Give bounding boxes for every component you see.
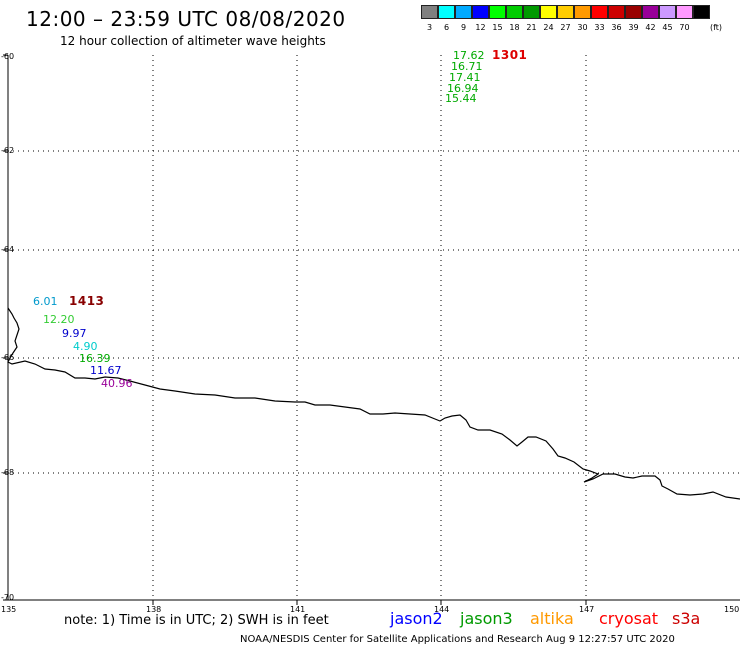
- wave-height-reading: 16.94: [447, 82, 479, 95]
- legend-swatch: [438, 5, 455, 19]
- legend-tick-label: 45: [662, 23, 673, 32]
- legend-swatch: [693, 5, 710, 19]
- legend-swatch: [574, 5, 591, 19]
- legend-tick-label: 42: [645, 23, 656, 32]
- wave-height-reading: 15.44: [445, 92, 477, 105]
- legend-tick-label: 36: [611, 23, 622, 32]
- wave-height-reading: 9.97: [62, 327, 87, 340]
- legend-swatch: [506, 5, 523, 19]
- satellite-s3a: s3a: [672, 609, 701, 628]
- lat-label: -60: [1, 52, 15, 61]
- legend-swatch: [642, 5, 659, 19]
- satellite-altika: altika: [530, 609, 574, 628]
- lat-label: -70: [1, 593, 15, 602]
- legend-tick-label: 9: [460, 23, 467, 32]
- legend-unit: (ft): [710, 23, 723, 32]
- satellite-cryosat: cryosat: [599, 609, 659, 628]
- lon-label: 150: [724, 605, 740, 614]
- legend-tick-label: 33: [594, 23, 605, 32]
- legend-swatch: [421, 5, 438, 19]
- legend-tick-label: 6: [443, 23, 450, 32]
- wave-height-reading: 6.01: [33, 295, 58, 308]
- wave-height-reading: 17.62: [453, 49, 485, 62]
- credit-line: NOAA/NESDIS Center for Satellite Applica…: [240, 634, 675, 645]
- map-title: 12:00 – 23:59 UTC 08/08/2020: [26, 7, 346, 31]
- satellite-jason2: jason2: [390, 609, 443, 628]
- wave-height-reading: 12.20: [43, 313, 75, 326]
- lon-label: 135: [1, 605, 17, 614]
- lon-label: 144: [434, 605, 450, 614]
- antarctic-coastline: [7, 307, 740, 500]
- graticule: [8, 55, 740, 600]
- lat-label: -68: [1, 468, 15, 477]
- legend-tick-label: 70: [679, 23, 690, 32]
- legend-swatch: [557, 5, 574, 19]
- legend-swatch: [455, 5, 472, 19]
- legend-tick-label: 27: [560, 23, 571, 32]
- legend-swatch: [591, 5, 608, 19]
- legend-tick-label: 3: [426, 23, 433, 32]
- wave-height-reading: 16.39: [79, 352, 111, 365]
- units-note: note: 1) Time is in UTC; 2) SWH is in fe…: [64, 613, 329, 628]
- map-subtitle: 12 hour collection of altimeter wave hei…: [60, 34, 326, 48]
- legend-swatch: [540, 5, 557, 19]
- legend-tick-label: 24: [543, 23, 554, 32]
- legend-tick-label: 21: [526, 23, 537, 32]
- wave-height-reading: 40.96: [101, 377, 133, 390]
- lon-label: 141: [290, 605, 306, 614]
- legend-swatch: [659, 5, 676, 19]
- pass-time-label: 1301: [492, 48, 528, 62]
- lat-label: -64: [1, 245, 15, 254]
- legend-tick-label: 12: [475, 23, 486, 32]
- legend-tick-label: 30: [577, 23, 588, 32]
- legend-tick-label: 39: [628, 23, 639, 32]
- wave-height-reading: 4.90: [73, 340, 98, 353]
- legend-swatch: [489, 5, 506, 19]
- lon-label: 138: [146, 605, 162, 614]
- legend-tick-label: 15: [492, 23, 503, 32]
- legend-tick-label: 18: [509, 23, 520, 32]
- wave-height-reading: 16.71: [451, 60, 483, 73]
- wave-height-reading: 11.67: [90, 364, 122, 377]
- wave-height-legend: 3 6 9 12 15 18 21 24 27 30 33 36 39 42 45 70 (ft): [421, 5, 722, 32]
- legend-swatch: [676, 5, 693, 19]
- legend-swatch: [625, 5, 642, 19]
- legend-swatch: [608, 5, 625, 19]
- satellite-jason3: jason3: [460, 609, 513, 628]
- legend-tick-labels: 3 6 9 12 15 18 21 24 27 30 33 36 39 42 45 70: [421, 19, 710, 32]
- lat-label: -62: [1, 146, 15, 155]
- legend-swatch: [523, 5, 540, 19]
- lon-label: 147: [579, 605, 595, 614]
- map-frame: [3, 54, 740, 605]
- wave-height-reading: 17.41: [449, 71, 481, 84]
- lat-label: -66: [1, 353, 15, 362]
- legend-swatches: [421, 5, 710, 19]
- pass-time-label: 1413: [69, 294, 105, 308]
- legend-swatch: [472, 5, 489, 19]
